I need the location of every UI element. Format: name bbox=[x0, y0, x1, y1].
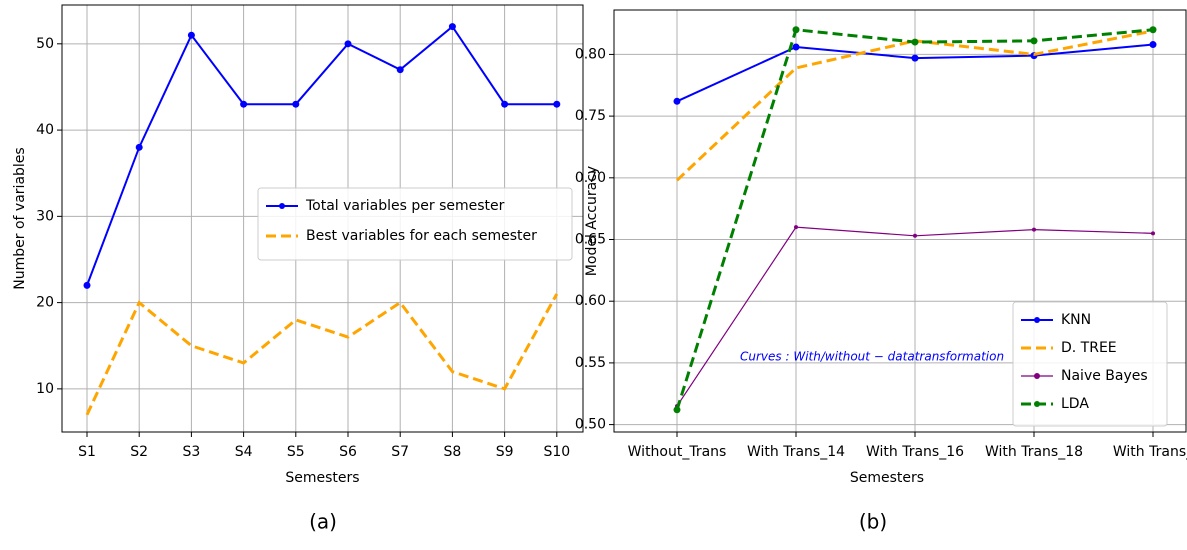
y-tick-label: 0.60 bbox=[575, 293, 606, 309]
point bbox=[911, 54, 919, 62]
point bbox=[913, 233, 917, 238]
legend-marker bbox=[1034, 401, 1040, 407]
x-tick-label: S1 bbox=[78, 444, 96, 460]
point bbox=[83, 281, 91, 289]
point bbox=[794, 225, 798, 230]
legend-box bbox=[257, 187, 573, 261]
legend-marker bbox=[279, 203, 285, 209]
y-tick-label: 0.80 bbox=[575, 46, 606, 62]
y-tick-label: 0.70 bbox=[575, 170, 606, 186]
point bbox=[135, 143, 143, 151]
series-line bbox=[86, 25, 557, 286]
y-axis-label: Number of variables bbox=[12, 147, 28, 289]
y-tick-label: 30 bbox=[36, 208, 54, 224]
legend-label: Best variables for each semester bbox=[306, 228, 537, 244]
y-tick-label: 0.55 bbox=[575, 355, 606, 371]
point bbox=[292, 100, 300, 108]
x-tick-label: S3 bbox=[183, 444, 201, 460]
legend-label: LDA bbox=[1061, 396, 1089, 412]
y-tick-label: 40 bbox=[36, 122, 54, 138]
legend-marker bbox=[1034, 317, 1040, 323]
legend-marker bbox=[1034, 373, 1040, 379]
x-tick-label: S9 bbox=[496, 444, 514, 460]
legend-label: KNN bbox=[1061, 312, 1091, 328]
y-tick-label: 20 bbox=[36, 295, 54, 311]
y-tick-label: 0.75 bbox=[575, 108, 606, 124]
plot-frame bbox=[61, 4, 584, 433]
legend-label: Naive Bayes bbox=[1061, 368, 1148, 384]
annotation: Curves : With/without − datatransformati… bbox=[740, 350, 1004, 364]
x-tick-label: S5 bbox=[287, 444, 305, 460]
point bbox=[792, 43, 800, 51]
point bbox=[911, 38, 919, 46]
point bbox=[501, 100, 509, 108]
point bbox=[1149, 26, 1157, 34]
point bbox=[1030, 37, 1038, 45]
x-tick-label: With Trans_14 bbox=[747, 444, 845, 460]
point bbox=[1032, 227, 1036, 232]
point bbox=[792, 26, 800, 34]
x-tick-label: S6 bbox=[339, 444, 357, 460]
point bbox=[1149, 41, 1157, 49]
caption: (a) bbox=[309, 510, 337, 534]
x-axis-label: Semesters bbox=[850, 470, 924, 486]
x-tick-label: With Trans_16 bbox=[866, 444, 964, 460]
x-tick-label: Without_Trans bbox=[628, 444, 727, 460]
y-tick-label: 10 bbox=[36, 381, 54, 397]
x-tick-label: S4 bbox=[235, 444, 253, 460]
caption: (b) bbox=[859, 510, 887, 534]
legend-label: Total variables per semester bbox=[305, 198, 505, 214]
x-tick-label: S2 bbox=[130, 444, 148, 460]
y-tick-label: 0.50 bbox=[575, 417, 606, 433]
point bbox=[187, 31, 195, 39]
y-tick-label: 50 bbox=[36, 36, 54, 52]
point bbox=[1151, 231, 1155, 236]
point bbox=[344, 40, 352, 48]
point bbox=[448, 23, 456, 31]
x-tick-label: With Trans_ bbox=[1113, 444, 1187, 460]
point bbox=[673, 97, 681, 105]
point bbox=[240, 100, 248, 108]
legend-label: D. TREE bbox=[1061, 340, 1117, 356]
x-tick-label: S8 bbox=[444, 444, 462, 460]
y-tick-label: 0.65 bbox=[575, 232, 606, 248]
point bbox=[553, 100, 561, 108]
x-axis-label: Semesters bbox=[285, 470, 359, 486]
x-tick-label: With Trans_18 bbox=[985, 444, 1083, 460]
point bbox=[673, 406, 681, 414]
x-tick-label: S7 bbox=[391, 444, 409, 460]
legend-box bbox=[1012, 301, 1168, 427]
point bbox=[396, 66, 404, 74]
plot-frame bbox=[613, 9, 1187, 433]
y-axis-label: Model Accuracy bbox=[584, 166, 600, 276]
x-tick-label: S10 bbox=[543, 444, 570, 460]
series-line bbox=[85, 293, 559, 416]
